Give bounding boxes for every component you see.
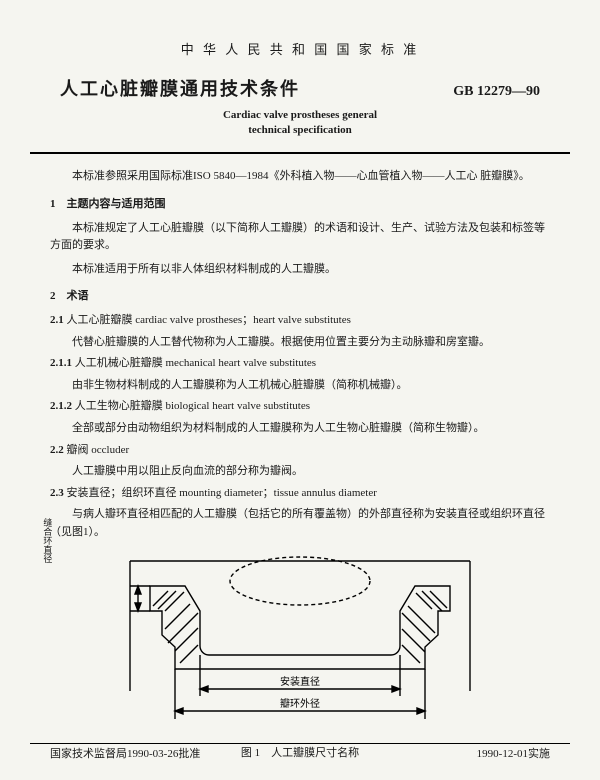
term-text: 人工心脏瓣膜 cardiac valve prostheses；heart va… — [67, 314, 351, 326]
term-num: 2.1.1 — [50, 357, 72, 369]
figure-1: 安装直径 瓣环外径 图 1 人工瓣膜尺寸名称 — [50, 551, 550, 763]
title-en-line2: technical specification — [50, 123, 550, 138]
term-2-2: 2.2 瓣阀 occluder — [50, 442, 550, 460]
term-num: 2.1 — [50, 314, 64, 326]
standard-code: GB 12279—90 — [453, 81, 540, 103]
term-2-1-1: 2.1.1 人工机械心脏瓣膜 mechanical heart valve su… — [50, 355, 550, 373]
divider-top — [30, 152, 570, 154]
footer-implement: 1990-12-01实施 — [477, 746, 550, 764]
term-2-1-1-body: 由非生物材料制成的人工瓣膜称为人工机械心脏瓣膜（简称机械瓣）。 — [50, 377, 550, 395]
term-2-2-body: 人工瓣膜中用以阻止反向血流的部分称为瓣阀。 — [50, 463, 550, 481]
term-text: 安装直径；组织环直径 mounting diameter；tissue annu… — [67, 487, 377, 499]
title-chinese: 人工心脏瓣膜通用技术条件 — [60, 75, 300, 104]
sec1-p1: 本标准规定了人工心脏瓣膜（以下简称人工瓣膜）的术语和设计、生产、试验方法及包装和… — [50, 220, 550, 255]
label-mount: 安装直径 — [280, 675, 320, 688]
term-2-3-body: 与病人瓣环直径相匹配的人工瓣膜（包括它的所有覆盖物）的外部直径称为安装直径或组织… — [50, 506, 550, 541]
term-2-3: 2.3 安装直径；组织环直径 mounting diameter；tissue … — [50, 485, 550, 503]
label-vertical: 缝合环直径 — [40, 518, 54, 563]
term-2-1-body: 代替心脏瓣膜的人工替代物称为人工瓣膜。根据使用位置主要分为主动脉瓣和房室瓣。 — [50, 334, 550, 352]
term-2-1-2-body: 全部或部分由动物组织为材料制成的人工瓣膜称为人工生物心脏瓣膜（简称生物瓣）。 — [50, 420, 550, 438]
title-row: 人工心脏瓣膜通用技术条件 GB 12279—90 — [50, 75, 550, 104]
term-num: 2.2 — [50, 444, 64, 456]
term-text: 人工生物心脏瓣膜 biological heart valve substitu… — [75, 400, 310, 412]
term-text: 人工机械心脏瓣膜 mechanical heart valve substitu… — [75, 357, 316, 369]
section-2-heading: 2 术语 — [50, 288, 550, 306]
sec1-p2: 本标准适用于所有以非人体组织材料制成的人工瓣膜。 — [50, 261, 550, 279]
page-footer: 国家技术监督局1990-03-26批准 1990-12-01实施 — [50, 743, 550, 764]
title-english: Cardiac valve prostheses general technic… — [50, 108, 550, 139]
nation-header: 中 华 人 民 共 和 国 国 家 标 准 — [50, 40, 550, 61]
valve-diagram: 安装直径 瓣环外径 — [90, 551, 510, 741]
divider-bottom — [30, 743, 570, 744]
footer-approval: 国家技术监督局1990-03-26批准 — [50, 746, 200, 764]
document-page: 中 华 人 民 共 和 国 国 家 标 准 人工心脏瓣膜通用技术条件 GB 12… — [0, 0, 600, 780]
term-num: 2.3 — [50, 487, 64, 499]
term-2-1: 2.1 人工心脏瓣膜 cardiac valve prostheses；hear… — [50, 312, 550, 330]
term-text: 瓣阀 occluder — [67, 444, 130, 456]
section-1-heading: 1 主题内容与适用范围 — [50, 196, 550, 214]
title-en-line1: Cardiac valve prostheses general — [50, 108, 550, 123]
intro-paragraph: 本标准参照采用国际标准ISO 5840—1984《外科植入物——心血管植入物——… — [50, 168, 550, 186]
term-num: 2.1.2 — [50, 400, 72, 412]
label-ring: 瓣环外径 — [280, 697, 320, 710]
term-2-1-2: 2.1.2 人工生物心脏瓣膜 biological heart valve su… — [50, 398, 550, 416]
